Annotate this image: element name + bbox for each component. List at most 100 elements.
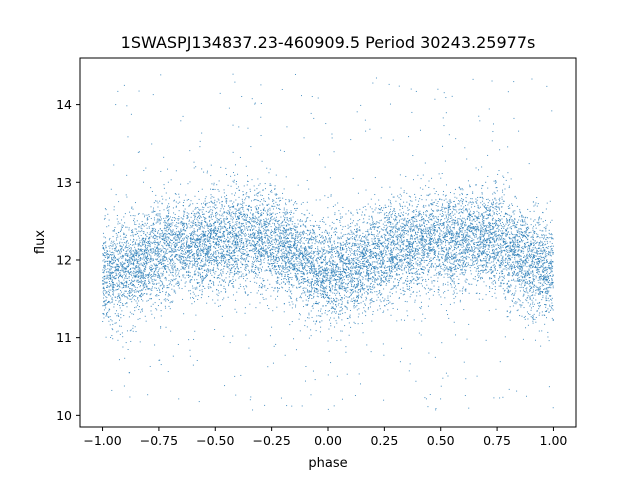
data-point — [195, 238, 197, 240]
data-point — [437, 277, 439, 279]
data-point — [343, 268, 345, 270]
data-point — [450, 200, 452, 202]
data-point — [477, 248, 479, 250]
data-point — [407, 229, 409, 231]
data-point — [386, 229, 388, 231]
data-point — [241, 240, 243, 242]
data-point — [269, 256, 271, 258]
data-point — [406, 245, 408, 247]
data-point — [410, 263, 412, 265]
data-point — [324, 239, 326, 241]
data-point — [507, 286, 509, 288]
data-point — [482, 251, 484, 253]
data-point — [455, 268, 457, 270]
data-point — [215, 213, 217, 215]
data-point — [447, 281, 449, 283]
data-point — [276, 239, 278, 241]
data-point — [533, 280, 535, 282]
data-point — [466, 209, 468, 211]
data-point — [386, 226, 388, 228]
data-point — [419, 277, 421, 279]
data-point — [279, 232, 281, 234]
data-point — [374, 281, 376, 283]
data-point — [177, 247, 179, 249]
data-point — [272, 246, 274, 248]
data-point — [325, 276, 327, 278]
data-point — [420, 218, 422, 220]
data-point — [189, 233, 191, 235]
data-point — [519, 300, 521, 302]
data-point — [188, 267, 190, 269]
data-point — [269, 335, 271, 337]
data-point — [384, 252, 386, 254]
data-point — [506, 249, 508, 251]
data-point — [327, 340, 329, 342]
data-point — [243, 219, 245, 221]
data-point — [236, 244, 238, 246]
data-point — [113, 258, 115, 260]
data-point — [167, 215, 169, 217]
data-point — [244, 227, 246, 229]
data-point — [532, 266, 534, 268]
data-point — [165, 277, 167, 279]
data-point — [111, 297, 113, 299]
data-point — [256, 266, 258, 268]
data-point — [183, 211, 185, 213]
data-point — [318, 228, 320, 230]
data-point — [294, 241, 296, 243]
data-point — [331, 301, 333, 303]
data-point — [219, 243, 221, 245]
data-point — [356, 244, 358, 246]
data-point — [228, 252, 230, 254]
data-point — [294, 230, 296, 232]
data-point — [317, 248, 319, 250]
data-point — [248, 216, 250, 218]
data-point — [386, 274, 388, 276]
data-point — [147, 254, 149, 256]
data-point — [380, 301, 382, 303]
data-point — [149, 294, 151, 296]
data-point — [541, 330, 543, 332]
data-point — [277, 295, 279, 297]
data-point — [310, 268, 312, 270]
data-point — [234, 258, 236, 260]
data-point — [414, 239, 416, 241]
data-point — [330, 248, 332, 250]
data-point — [402, 234, 404, 236]
data-point — [280, 232, 282, 234]
data-point — [328, 252, 330, 254]
data-point — [356, 283, 357, 285]
data-point — [169, 227, 171, 229]
data-point — [537, 259, 539, 261]
data-point — [126, 105, 128, 107]
data-point — [170, 256, 172, 258]
data-point — [516, 245, 518, 247]
data-point — [185, 222, 187, 224]
data-point — [422, 269, 424, 271]
data-point — [363, 253, 365, 255]
data-point — [492, 210, 494, 212]
data-point — [489, 230, 491, 232]
data-point — [378, 212, 380, 214]
data-point — [283, 241, 285, 243]
data-point — [539, 267, 541, 269]
data-point — [406, 255, 408, 257]
data-point — [158, 287, 160, 289]
data-point — [439, 253, 441, 255]
data-point — [296, 203, 298, 205]
data-point — [491, 237, 493, 239]
data-point — [152, 260, 154, 261]
data-point — [141, 254, 143, 256]
data-point — [536, 272, 538, 274]
data-point — [294, 73, 296, 75]
data-point — [443, 236, 445, 238]
data-point — [363, 252, 365, 254]
data-point — [408, 370, 410, 372]
data-point — [120, 230, 121, 232]
data-point — [260, 268, 262, 270]
data-point — [461, 241, 463, 243]
data-point — [448, 249, 450, 251]
data-point — [529, 289, 531, 291]
data-point — [128, 251, 130, 253]
data-point — [165, 221, 167, 223]
